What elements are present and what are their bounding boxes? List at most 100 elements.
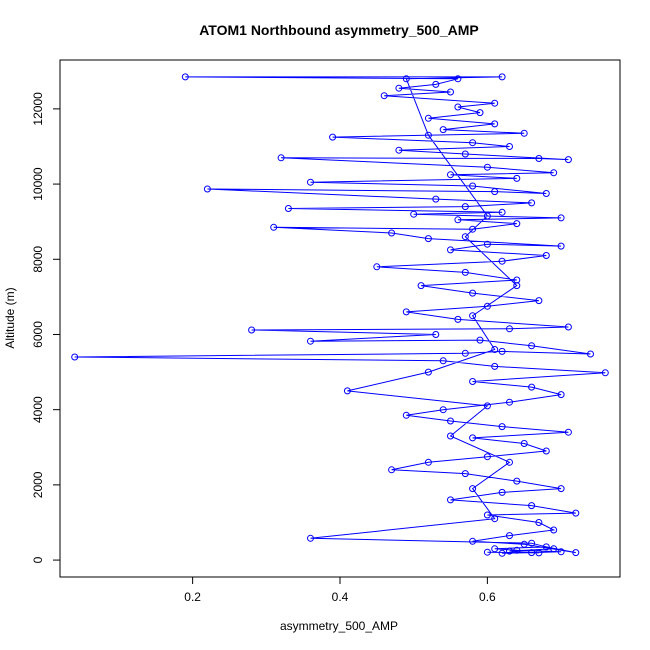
data-point: [491, 515, 499, 523]
data-point: [461, 150, 469, 158]
data-point: [307, 534, 314, 542]
data-point: [476, 109, 484, 117]
data-point: [461, 349, 469, 357]
data-point: [402, 411, 410, 419]
data-point: [469, 312, 477, 320]
data-point: [329, 133, 337, 141]
x-tick-label: 0.2: [184, 590, 201, 604]
data-point: [528, 549, 536, 557]
data-point: [528, 502, 536, 510]
data-point: [454, 216, 462, 224]
data-point: [557, 242, 565, 250]
data-point: [498, 549, 506, 557]
data-point: [572, 549, 580, 557]
data-point: [550, 526, 558, 534]
data-point: [469, 182, 477, 190]
data-point: [284, 205, 292, 212]
data-point: [469, 485, 477, 493]
data-point: [513, 220, 521, 228]
x-tick-label: 0.6: [479, 590, 496, 604]
data-point: [388, 466, 396, 474]
y-tick-label: 12000: [31, 92, 45, 126]
data-point: [542, 252, 550, 259]
data-point: [528, 539, 536, 547]
data-point: [535, 155, 543, 162]
data-point: [424, 235, 432, 243]
data-point: [373, 263, 381, 271]
data-point: [248, 326, 256, 334]
data-point: [447, 246, 454, 254]
data-point: [498, 208, 506, 216]
data-point: [476, 336, 484, 344]
data-point: [564, 323, 572, 331]
y-tick-label: 2000: [31, 471, 45, 498]
y-axis-label: Altitude (m): [3, 287, 17, 348]
y-tick-label: 10000: [31, 167, 45, 201]
y-tick-label: 4000: [31, 396, 45, 423]
data-point: [432, 331, 440, 338]
data-point: [388, 229, 396, 237]
data-point: [307, 178, 314, 186]
data-point: [307, 337, 314, 345]
data-point: [535, 549, 543, 557]
data-point: [513, 174, 521, 182]
data-point: [506, 547, 513, 555]
data-point: [491, 99, 499, 107]
x-axis: 0.2 0.4 0.6: [184, 576, 496, 604]
data-point: [483, 163, 491, 171]
data-point: [550, 169, 558, 177]
data-point: [498, 257, 506, 265]
data-point: [447, 432, 454, 440]
data-point: [542, 190, 550, 197]
data-point: [572, 509, 580, 517]
data-point: [564, 156, 572, 164]
data-point: [181, 73, 189, 81]
y-tick-label: 0: [31, 556, 45, 563]
data-point: [557, 548, 565, 556]
data-point: [491, 188, 499, 196]
data-point: [439, 357, 447, 365]
data-point: [557, 485, 565, 493]
data-point: [402, 308, 410, 316]
series-line: [74, 76, 606, 554]
x-tick-label: 0.4: [332, 590, 349, 604]
data-point: [469, 378, 477, 385]
data-point: [498, 488, 506, 496]
data-point: [513, 546, 521, 554]
data-point: [469, 289, 477, 297]
data-point: [461, 470, 469, 478]
data-point: [513, 477, 521, 485]
data-point: [587, 350, 594, 358]
data-point: [424, 131, 432, 139]
data-point: [469, 537, 477, 545]
data-point: [203, 185, 211, 193]
data-point: [498, 423, 506, 431]
y-axis: 0 2000 4000 6000 8000 10000 12000: [31, 92, 61, 563]
data-point: [483, 548, 491, 556]
data-point: [483, 453, 491, 461]
data-point: [513, 282, 521, 290]
data-point: [557, 214, 565, 222]
data-point: [447, 88, 454, 96]
data-point: [483, 402, 491, 410]
data-point: [542, 447, 550, 455]
data-point: [506, 398, 513, 406]
y-tick-label: 6000: [31, 321, 45, 348]
data-point: [528, 383, 536, 391]
data-point: [424, 458, 432, 466]
data-point: [491, 362, 499, 370]
data-point: [439, 406, 447, 414]
data-point: [601, 369, 609, 377]
data-point: [439, 126, 447, 134]
data-point: [395, 84, 403, 92]
data-point: [402, 75, 410, 83]
data-point: [454, 315, 462, 323]
data-point: [343, 387, 351, 395]
data-point: [483, 240, 491, 248]
data-point: [454, 75, 462, 83]
x-axis-label: asymmetry_500_AMP: [280, 619, 398, 633]
data-point: [550, 545, 558, 553]
data-point: [447, 417, 454, 425]
data-point: [491, 120, 499, 128]
